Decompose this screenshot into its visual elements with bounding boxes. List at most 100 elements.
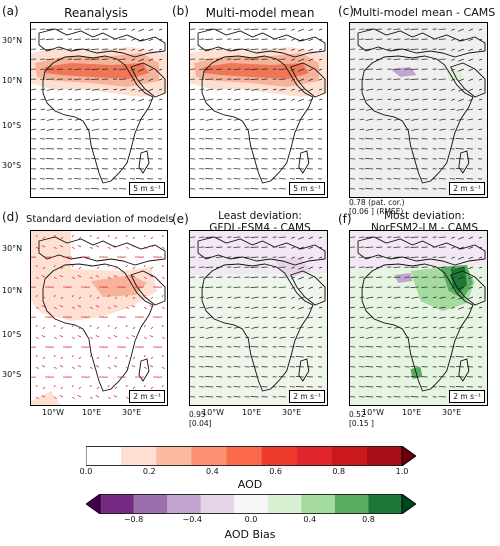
wind-vector — [131, 28, 136, 31]
wind-vector — [131, 78, 136, 81]
wind-vector — [432, 108, 437, 111]
wind-vector — [131, 245, 136, 248]
wind-vector — [46, 188, 55, 190]
wind-vector — [467, 336, 473, 339]
colorbar-aod — [86, 446, 416, 466]
wind-vector — [411, 98, 419, 101]
wind-vector — [143, 234, 146, 238]
wind-vector — [308, 246, 314, 250]
wind-vector — [439, 316, 446, 319]
wind-vector — [251, 296, 259, 299]
wind-vector — [468, 246, 474, 250]
wind-vector — [410, 286, 419, 288]
wind-vector — [432, 296, 437, 299]
field-region — [45, 63, 149, 79]
wind-vector — [365, 296, 374, 299]
wind-vector — [359, 326, 365, 329]
wind-vector — [410, 376, 419, 378]
wind-vector — [468, 306, 474, 310]
wind-vector — [205, 68, 214, 70]
wind-vector — [113, 88, 118, 91]
wind-vector — [41, 395, 46, 398]
wind-vector — [478, 128, 483, 131]
wind-vector — [216, 336, 223, 339]
wind-vector — [150, 326, 154, 330]
wind-vector — [410, 346, 419, 348]
wind-vector — [250, 158, 259, 160]
wind-vector — [199, 98, 205, 101]
wind-vector — [89, 246, 93, 249]
wind-vector — [148, 38, 154, 42]
lat-tick-10s-bottom: 10°S — [2, 330, 22, 339]
wind-vector — [451, 286, 455, 289]
quiver-key: 2 m s⁻¹ — [129, 390, 165, 403]
wind-vector — [365, 276, 374, 278]
wind-vector — [190, 306, 196, 309]
wind-vector — [68, 88, 73, 91]
wind-vector — [365, 68, 374, 70]
wind-vector — [387, 108, 392, 111]
wind-vector — [85, 88, 91, 91]
wind-vector — [125, 384, 128, 388]
wind-vector — [291, 78, 295, 81]
wind-vector — [85, 118, 91, 121]
wind-vector — [40, 88, 46, 91]
wind-vector — [68, 128, 73, 131]
wind-vector — [439, 296, 446, 299]
wind-vector — [365, 286, 374, 288]
wind-vector — [190, 108, 196, 111]
map-panel-a: 5 m s⁻¹ — [30, 22, 168, 198]
wind-vector — [136, 118, 145, 121]
wind-vector — [290, 118, 295, 121]
wind-vector — [143, 306, 147, 309]
colorbar-bin — [267, 494, 302, 514]
wind-vector — [205, 286, 214, 288]
wind-vector — [89, 336, 93, 339]
wind-vector — [251, 316, 259, 319]
wind-vector — [216, 326, 223, 329]
wind-vector — [60, 296, 64, 300]
wind-vector — [298, 48, 304, 52]
wind-vector — [290, 316, 295, 319]
wind-vector — [376, 118, 383, 121]
wind-vector — [295, 168, 304, 170]
wind-vector — [262, 336, 268, 339]
wind-vector — [227, 118, 232, 121]
wind-vector — [478, 286, 483, 289]
wind-vector — [53, 354, 56, 358]
wind-vector — [132, 296, 136, 300]
wind-vector — [41, 275, 46, 278]
wind-vector — [450, 118, 455, 121]
wind-vector — [96, 386, 100, 390]
wind-vector — [199, 108, 205, 111]
wind-vector — [468, 48, 474, 52]
wind-vector — [291, 58, 295, 61]
wind-vector — [138, 68, 145, 72]
wind-vector — [250, 178, 259, 180]
wind-vector — [53, 324, 56, 328]
map-panel-d: 2 m s⁻¹ — [30, 230, 168, 406]
wind-vector — [410, 356, 419, 358]
wind-vector — [42, 236, 46, 240]
wind-vector — [250, 346, 259, 348]
wind-vector — [138, 98, 145, 102]
wind-vector — [298, 246, 304, 250]
wind-vector — [244, 88, 250, 91]
wind-vector — [290, 336, 295, 339]
wind-vector — [71, 366, 75, 369]
wind-vector — [114, 296, 118, 300]
wind-vector — [251, 128, 259, 131]
wind-vector — [455, 158, 464, 160]
wind-vector — [216, 118, 223, 121]
wind-vector — [318, 78, 323, 81]
wind-vector — [456, 108, 464, 111]
wind-vector — [42, 356, 46, 360]
coastline-europe — [38, 236, 166, 266]
wind-vector — [308, 88, 314, 92]
wind-vector — [298, 286, 304, 290]
wind-vector — [365, 396, 374, 398]
wind-vector — [456, 128, 464, 131]
wind-vector — [365, 346, 374, 348]
wind-vector — [143, 354, 146, 358]
wind-vector — [350, 118, 356, 121]
